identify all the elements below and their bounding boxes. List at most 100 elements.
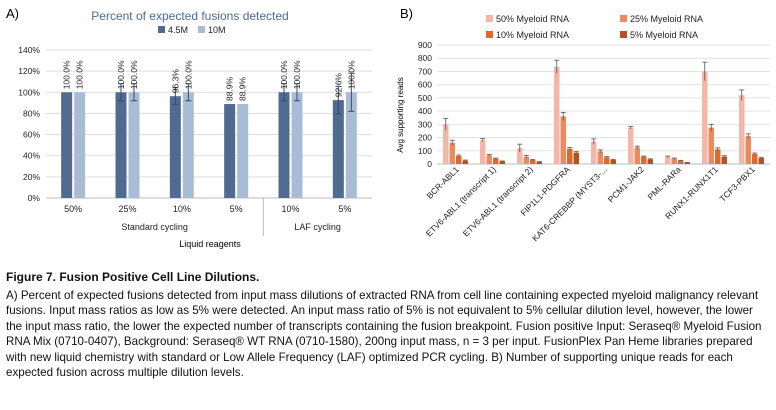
data-label-a: 100.0% — [279, 60, 289, 89]
y-tick-label-b: 400 — [418, 106, 432, 116]
bar-b-series-0 — [554, 66, 560, 164]
data-label-a: 100.0% — [116, 60, 126, 89]
bar-b-series-2 — [641, 156, 647, 164]
y-tick-label-a: 20% — [23, 172, 40, 182]
legend-label-a: 4.5M — [168, 25, 188, 35]
bar-b-series-1 — [745, 136, 751, 164]
panel-b-chart: B) Avg supporting reads 0 100 200 300 400 500… — [396, 6, 770, 243]
chart-a-groups: Standard cycling LAF cycling — [121, 198, 341, 236]
x-tick-label-b: PML-RARa — [645, 164, 683, 202]
bar-b-series-2 — [567, 148, 573, 164]
legend-swatch-b — [620, 15, 627, 22]
y-tick-label-a: 40% — [23, 151, 40, 161]
caption-title: Figure 7. Fusion Positive Cell Line Dilu… — [6, 270, 260, 284]
legend-label-b: 5% Myeloid RNA — [630, 30, 698, 40]
bar-b-series-1 — [560, 116, 566, 164]
legend-swatch-a — [158, 26, 165, 33]
x-tick-label-b: ETV6-ABL1 (transcript 1) — [424, 164, 498, 238]
panel-a-chart: A) Percent of expected fusions detected … — [6, 6, 372, 249]
group-label-a: LAF cycling — [294, 222, 341, 232]
bar-b-series-1 — [597, 151, 603, 164]
bar-a-4-5m — [224, 104, 236, 198]
bar-a-4-5m — [169, 96, 181, 198]
x-tick-label-a: 50% — [64, 204, 82, 214]
legend-label-b: 50% Myeloid RNA — [496, 14, 569, 24]
chart-a-x-ticks: 50% 25% 10% 5% 10% 5% — [64, 204, 351, 214]
bar-b-series-3 — [573, 152, 579, 164]
y-tick-label-b: 100 — [418, 146, 432, 156]
bar-b-series-2 — [715, 149, 721, 164]
chart-a-xlabel: Liquid reagents — [179, 239, 241, 249]
bar-b-series-0 — [628, 127, 634, 164]
legend-swatch-b — [486, 31, 493, 38]
chart-a-legend: 4.5M 10M — [158, 25, 226, 35]
bar-b-series-2 — [752, 154, 758, 164]
bar-b-series-2 — [530, 160, 536, 164]
y-tick-label-a: 60% — [23, 130, 40, 140]
x-tick-label-b: KAT6-CREBBP (MYST3-... — [530, 164, 609, 243]
chart-b-y-ticks: 0 100 200 300 400 500 600 700 800 900 — [418, 40, 432, 169]
x-tick-label-b: BCR-ABL1 — [424, 164, 461, 201]
bar-b-series-2 — [678, 160, 684, 164]
chart-a-title: Percent of expected fusions detected — [91, 9, 288, 23]
y-tick-label-b: 800 — [418, 53, 432, 63]
bar-b-series-1 — [708, 127, 714, 164]
bar-a-4-5m — [115, 92, 127, 198]
caption-body: A) Percent of expected fusions detected … — [6, 289, 762, 380]
y-tick-label-b: 600 — [418, 80, 432, 90]
bar-b-series-0 — [517, 148, 523, 164]
chart-a-data-labels: 100.0% 100.0% 100.0% 100.0% 96.3% 100.0% 88.9%… — [62, 60, 357, 101]
data-label-a: 100.0% — [129, 60, 139, 89]
bar-b-series-3 — [758, 158, 764, 164]
bar-b-series-0 — [443, 124, 449, 164]
y-tick-label-a: 120% — [18, 66, 40, 76]
data-label-a: 100.0% — [346, 60, 356, 89]
x-tick-label-b: PCM1-JAK2 — [606, 164, 646, 204]
bar-b-series-0 — [591, 141, 597, 164]
y-tick-label-a: 80% — [23, 108, 40, 118]
bar-b-series-0 — [665, 156, 671, 164]
chart-a-bars — [61, 92, 357, 198]
data-label-a: 100.0% — [183, 60, 193, 89]
x-tick-label-a: 25% — [118, 204, 136, 214]
bar-b-series-2 — [456, 156, 462, 164]
bar-a-10m — [128, 92, 140, 198]
figure-canvas: A) Percent of expected fusions detected … — [6, 6, 770, 249]
bar-b-series-0 — [702, 71, 708, 164]
y-tick-label-a: 0% — [28, 193, 41, 203]
bar-a-4-5m — [61, 92, 73, 198]
y-tick-label-b: 500 — [418, 93, 432, 103]
bar-b-series-2 — [604, 157, 610, 164]
data-label-a: 100.0% — [62, 60, 72, 89]
bar-b-series-2 — [493, 158, 499, 164]
chart-b-error-bars — [443, 59, 764, 163]
chart-a-gridlines — [46, 49, 372, 199]
bar-a-10m — [291, 92, 303, 198]
panel-a-label: A) — [6, 6, 19, 21]
bar-b-series-3 — [536, 162, 542, 164]
x-tick-label-b: ETV6-ABL1 (transcript 2) — [461, 164, 535, 238]
x-tick-label-b: TCF3-PBX1 — [717, 164, 757, 204]
y-tick-label-b: 200 — [418, 133, 432, 143]
data-label-a: 100.0% — [292, 60, 302, 89]
x-tick-label-a: 10% — [173, 204, 191, 214]
bar-a-10m — [182, 92, 194, 198]
bar-b-series-1 — [671, 158, 677, 164]
legend-label-b: 10% Myeloid RNA — [496, 30, 569, 40]
panel-b-label: B) — [400, 6, 413, 21]
bar-b-series-1 — [486, 155, 492, 164]
data-label-a: 100.0% — [75, 60, 85, 89]
bar-a-4-5m — [278, 92, 290, 198]
bar-a-10m — [237, 104, 249, 198]
legend-swatch-a — [198, 26, 205, 33]
legend-swatch-b — [620, 31, 627, 38]
legend-swatch-b — [486, 15, 493, 22]
bar-b-series-0 — [739, 95, 745, 164]
chart-b-legend: 50% Myeloid RNA 25% Myeloid RNA 10% Myeloi… — [486, 14, 703, 40]
figure-caption: Figure 7. Fusion Positive Cell Line Dilu… — [6, 270, 770, 380]
chart-a-y-ticks: 0% 20% 40% 60% 80% 100% 120% 140% — [18, 45, 40, 203]
data-label-a: 92.6% — [333, 73, 343, 98]
bar-a-4-5m — [332, 100, 344, 198]
bar-b-series-3 — [684, 162, 690, 164]
chart-b-bars — [443, 66, 764, 164]
